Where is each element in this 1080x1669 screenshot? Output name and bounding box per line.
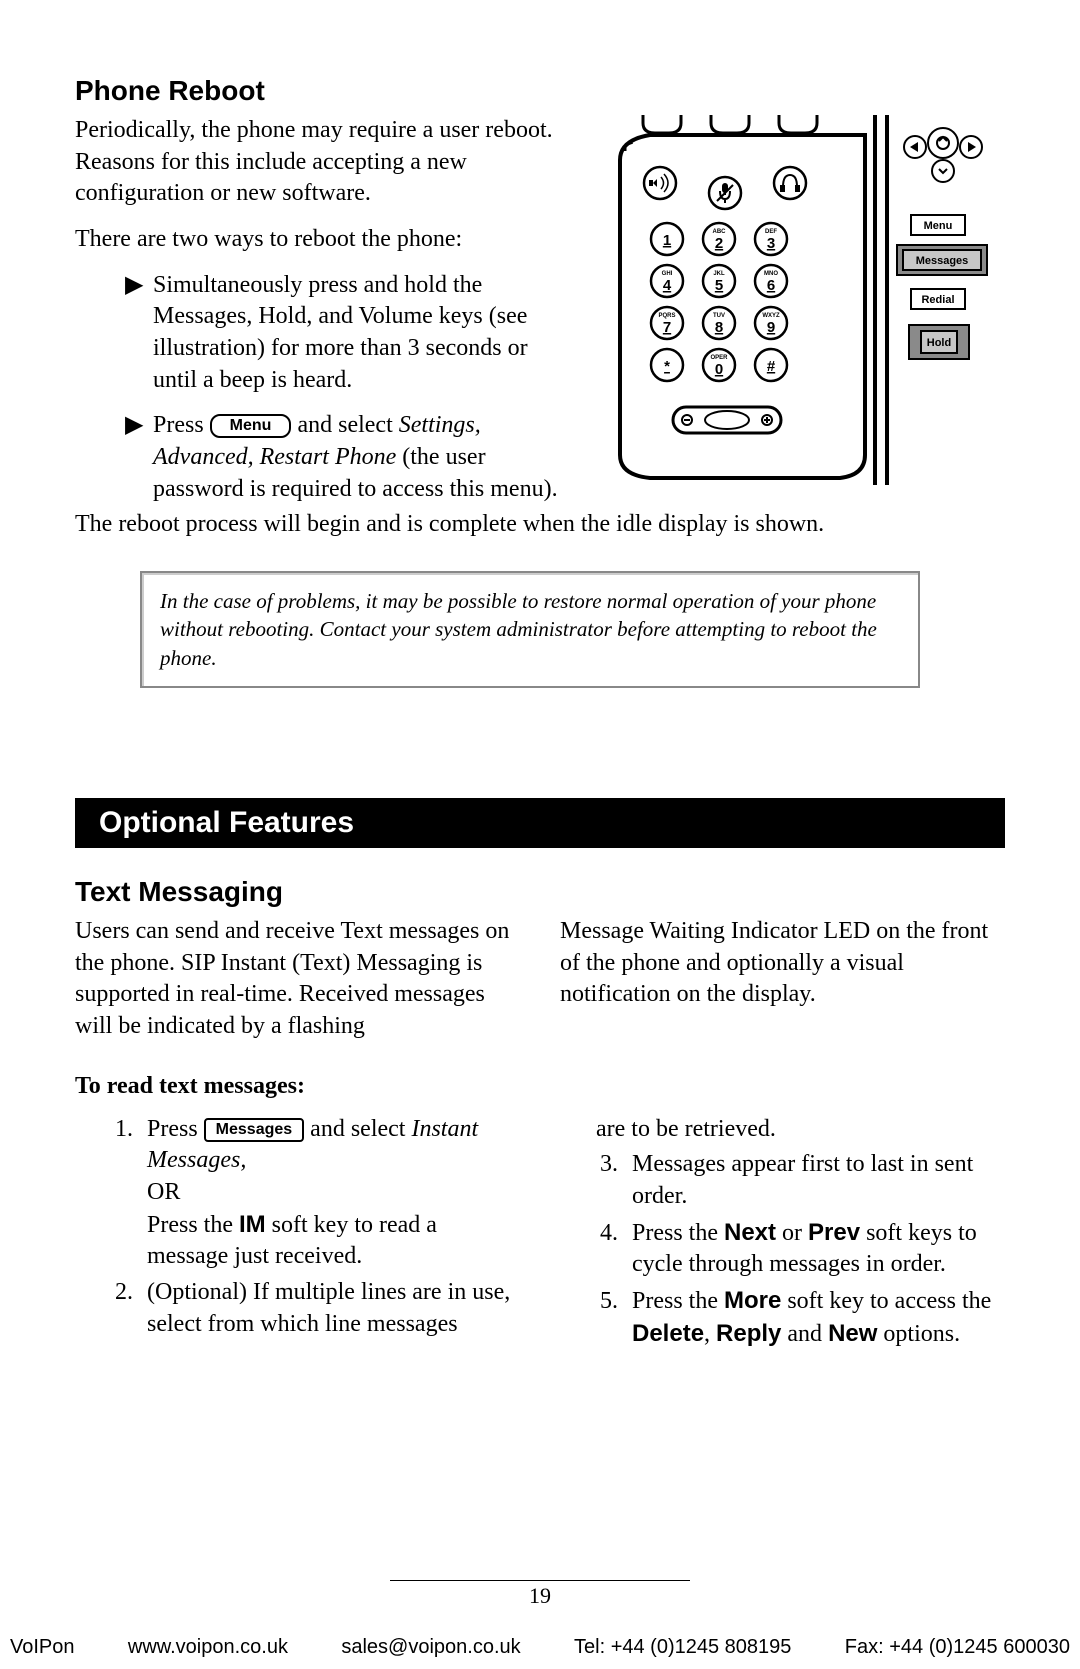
side-messages-button: Messages [897,245,987,275]
tm-col-1: Users can send and receive Text messages… [75,916,520,1043]
step-2-cont: are to be retrieved. [560,1114,1005,1146]
phone-illustration: Menu Messages Redial Hold [595,115,1005,485]
phone-reboot-heading: Phone Reboot [75,75,1005,107]
triangle-icon: ▶ [125,410,153,505]
step-3: Messages appear first to last in sent or… [624,1149,1005,1212]
svg-text:Menu: Menu [924,220,953,232]
svg-text:4: 4 [663,277,672,294]
bullet-2-part-b: and select [297,412,398,438]
p-intro-1: Periodically, the phone may require a us… [75,115,565,210]
p-intro-2: There are two ways to reboot the phone: [75,224,565,256]
page-number: 19 [0,1580,1080,1609]
svg-text:Hold: Hold [927,337,951,349]
bullet-row-2: ▶ Press Menu and select Settings, Advanc… [125,410,565,505]
svg-text:8: 8 [715,319,723,336]
svg-text:9: 9 [767,319,775,336]
side-menu-button: Menu [911,215,965,235]
volume-rocker [673,407,781,433]
headset-key-icon [774,167,806,199]
tm-col-2: Message Waiting Indicator LED on the fro… [560,916,1005,1043]
svg-text:3: 3 [767,235,775,252]
menu-key-icon: Menu [210,414,292,438]
footer-brand: VoIPon [10,1636,75,1659]
svg-text:6: 6 [767,277,775,294]
speaker-key-icon [644,167,676,199]
footer-fax: Fax: +44 (0)1245 600030 [845,1636,1070,1659]
side-hold-button: Hold [909,325,969,359]
step-2: (Optional) If multiple lines are in use,… [139,1277,520,1340]
svg-text:1: 1 [663,232,671,249]
messages-key-icon: Messages [204,1118,305,1142]
step-4: Press the Next or Prev soft keys to cycl… [624,1217,1005,1281]
footer-email: sales@voipon.co.uk [341,1636,520,1659]
side-redial-button: Redial [911,289,965,309]
footer-tel: Tel: +44 (0)1245 808195 [574,1636,791,1659]
mute-key-icon [709,177,741,209]
svg-text:7: 7 [663,319,671,336]
svg-text:Messages: Messages [916,255,969,267]
svg-text:#: # [767,358,776,375]
step-1: Press Messages and select Instant Messag… [139,1114,520,1273]
svg-text:*: * [664,358,670,375]
read-messages-heading: To read text messages: [75,1073,1005,1100]
footer: VoIPon www.voipon.co.uk sales@voipon.co.… [10,1636,1070,1659]
svg-text:5: 5 [715,277,723,294]
softkey-icon [643,115,817,133]
bullet-1-text: Simultaneously press and hold the Messag… [153,270,565,397]
svg-text:Redial: Redial [921,294,954,306]
note-box: In the case of problems, it may be possi… [140,571,920,688]
footer-url: www.voipon.co.uk [128,1636,288,1659]
bullet-row-1: ▶ Simultaneously press and hold the Mess… [125,270,565,397]
bullet-2-part-a: Press [153,412,204,438]
optional-features-bar: Optional Features [75,798,1005,848]
text-messaging-heading: Text Messaging [75,876,1005,908]
bullet-2-text: Press Menu and select Settings, Advanced… [153,410,565,505]
triangle-icon: ▶ [125,270,153,397]
svg-text:0: 0 [715,361,723,378]
svg-text:2: 2 [715,235,723,252]
step-5: Press the More soft key to access the De… [624,1285,1005,1350]
